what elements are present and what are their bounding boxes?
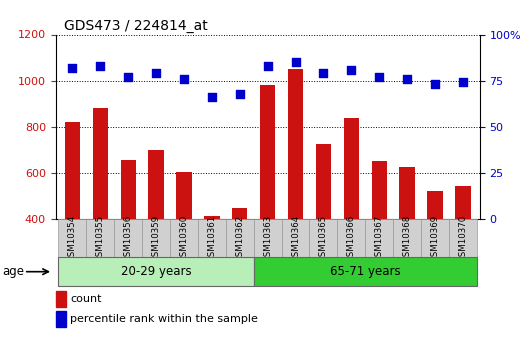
Bar — [421, 219, 449, 257]
Bar — [114, 219, 142, 257]
Bar — [343, 118, 359, 219]
Bar — [93, 108, 108, 219]
Bar — [170, 219, 198, 257]
Bar — [338, 219, 365, 257]
Text: GSM10364: GSM10364 — [291, 215, 300, 262]
Bar — [56, 291, 66, 307]
Point — [235, 91, 244, 96]
Point — [124, 74, 132, 80]
Point — [96, 63, 104, 69]
Bar — [254, 219, 281, 257]
Text: GSM10367: GSM10367 — [375, 215, 384, 262]
Bar — [86, 219, 114, 257]
Point — [347, 67, 356, 72]
Point — [180, 76, 188, 81]
Point — [458, 80, 467, 85]
Bar — [198, 219, 226, 257]
Point — [431, 81, 439, 87]
Bar — [310, 219, 338, 257]
Text: 65-71 years: 65-71 years — [330, 265, 401, 278]
Text: GSM10370: GSM10370 — [458, 215, 467, 262]
Bar — [142, 219, 170, 257]
Bar — [455, 186, 471, 219]
Bar — [204, 216, 219, 219]
Bar — [260, 85, 275, 219]
Bar — [120, 160, 136, 219]
Point — [208, 95, 216, 100]
Bar — [288, 69, 303, 219]
Point — [263, 63, 272, 69]
Text: GSM10359: GSM10359 — [152, 215, 161, 262]
Bar — [316, 144, 331, 219]
Bar — [176, 172, 192, 219]
Bar — [232, 208, 248, 219]
Text: GSM10356: GSM10356 — [123, 215, 132, 262]
Point — [375, 74, 384, 80]
Text: age: age — [3, 265, 25, 278]
Text: GSM10355: GSM10355 — [96, 215, 105, 262]
Bar — [65, 122, 80, 219]
Text: GSM10365: GSM10365 — [319, 215, 328, 262]
Bar — [226, 219, 254, 257]
Point — [403, 76, 411, 81]
Bar — [400, 167, 415, 219]
Text: GSM10368: GSM10368 — [403, 215, 412, 262]
Text: GSM10366: GSM10366 — [347, 215, 356, 262]
Text: GDS473 / 224814_at: GDS473 / 224814_at — [64, 19, 208, 33]
Text: count: count — [70, 294, 102, 304]
Bar — [281, 219, 310, 257]
Text: GSM10362: GSM10362 — [235, 215, 244, 262]
Point — [68, 65, 77, 70]
Text: GSM10361: GSM10361 — [207, 215, 216, 262]
Bar — [372, 161, 387, 219]
Bar — [148, 150, 164, 219]
Text: GSM10369: GSM10369 — [430, 215, 439, 262]
Point — [292, 59, 300, 65]
Point — [319, 70, 328, 76]
Bar — [58, 219, 86, 257]
Bar — [427, 191, 443, 219]
Bar — [393, 219, 421, 257]
Bar — [56, 311, 66, 327]
Text: percentile rank within the sample: percentile rank within the sample — [70, 314, 258, 324]
Text: GSM10354: GSM10354 — [68, 215, 77, 262]
Text: 20-29 years: 20-29 years — [121, 265, 191, 278]
Text: GSM10360: GSM10360 — [180, 215, 189, 262]
Text: GSM10363: GSM10363 — [263, 215, 272, 262]
Bar — [449, 219, 477, 257]
Bar — [365, 219, 393, 257]
Bar — [58, 257, 254, 286]
Point — [152, 70, 160, 76]
Bar — [254, 257, 477, 286]
